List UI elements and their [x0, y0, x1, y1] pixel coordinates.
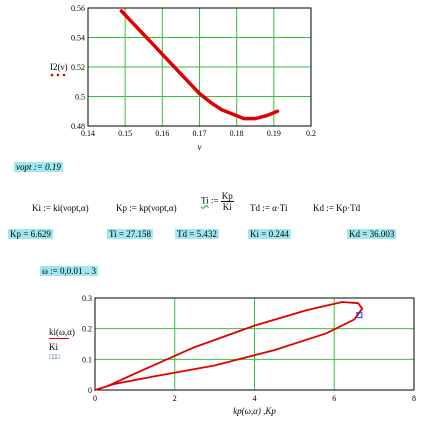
- y-tick-label: 0.5: [75, 93, 85, 102]
- kd-result-text: Kd = 36.003: [347, 229, 397, 239]
- td-definition[interactable]: Td := α·Ti: [250, 203, 287, 213]
- nuopt-text: νopt := 0.19: [14, 162, 63, 172]
- ki-def-text: Ki := ki(νopt,α): [32, 203, 89, 213]
- chart2-y-legend: ki(ω,α) Ki □□□: [49, 327, 75, 362]
- chart-ki-vs-kp: 0 2 4 6 8 0 0.1 0.2 0.3 kp(ω,α) ,Kp: [82, 294, 416, 416]
- ti-result-text: Ti = 27.158: [107, 229, 154, 239]
- chart-i2-vs-nu: 0.14 0.15 0.16 0.17 0.18 0.19 0.2 0.48 0.5 0.52 0.…: [50, 4, 316, 152]
- kd-def-text: Kd := Kp·Td: [313, 203, 361, 213]
- x-tick-label: 0.14: [81, 129, 95, 138]
- x-tick-label: 4: [253, 394, 257, 403]
- x-tick-label: 0.2: [306, 129, 316, 138]
- plot-frame: [94, 297, 415, 391]
- error-dot: [56, 73, 60, 77]
- kp-def-text: Kp := kp(νopt,α): [116, 203, 177, 213]
- ki-point-marker: [356, 312, 363, 319]
- ti-definition[interactable]: Ti := Kp Ki: [201, 191, 234, 212]
- kp-result-text: Kp = 6.629: [8, 229, 53, 239]
- ti-lhs: Ti: [201, 195, 209, 206]
- x-tick-label: 0.17: [193, 129, 207, 138]
- x-tick-label: 8: [412, 394, 416, 403]
- kp-definition[interactable]: Kp := kp(νopt,α): [116, 203, 177, 213]
- x-tick-label: 0.15: [118, 129, 132, 138]
- x-tick-label: 0.18: [230, 129, 244, 138]
- omega-range-definition[interactable]: ω := 0,0.01 .. 3: [40, 266, 98, 276]
- kd-definition[interactable]: Kd := Kp·Td: [313, 203, 360, 213]
- ki-result-text: Ki = 0.244: [248, 229, 291, 239]
- x-tick-label: 6: [332, 394, 336, 403]
- y-tick-label: 0.56: [71, 4, 85, 13]
- td-result-text: Td = 5.432: [175, 229, 219, 239]
- ki-value-label: Ki: [49, 342, 58, 352]
- ti-fraction: Kp Ki: [220, 191, 234, 212]
- x-axis-label: ν: [198, 142, 202, 152]
- y-tick-label: 0.2: [82, 325, 92, 334]
- td-def-text: Td := α·Ti: [250, 203, 288, 213]
- y-tick-label: 0.52: [71, 63, 85, 72]
- ki-function-line-swatch: [49, 338, 69, 339]
- td-result[interactable]: Td = 5.432: [175, 229, 219, 239]
- y-tick-label: 0.54: [71, 34, 85, 43]
- x-tick-label: 2: [173, 394, 177, 403]
- error-dot: [62, 73, 66, 77]
- x-axis-label: kp(ω,α) ,Kp: [233, 406, 276, 416]
- series-line: [119, 9, 280, 121]
- kp-result[interactable]: Kp = 6.629: [8, 229, 53, 239]
- ti-denominator: Ki: [222, 202, 232, 212]
- y-axis-label: I2(ν): [50, 62, 68, 72]
- y-tick-label: 0.1: [82, 355, 92, 364]
- x-tick-label: 0.16: [155, 129, 169, 138]
- ti-numerator: Kp: [220, 191, 234, 202]
- y-tick-label: 0.48: [71, 122, 85, 131]
- x-tick-label: 0.19: [267, 129, 281, 138]
- nuopt-definition[interactable]: νopt := 0.19: [14, 162, 63, 172]
- ki-marker-swatch: □□□: [49, 353, 60, 361]
- y-tick-label: 0.3: [82, 294, 92, 303]
- plot-frame: [87, 7, 312, 127]
- omega-range-text: ω := 0,0.01 .. 3: [40, 266, 98, 276]
- kd-result[interactable]: Kd = 36.003: [347, 229, 397, 239]
- ti-result[interactable]: Ti = 27.158: [107, 229, 154, 239]
- error-dot: [50, 73, 54, 77]
- ki-result[interactable]: Ki = 0.244: [248, 229, 291, 239]
- ki-definition[interactable]: Ki := ki(νopt,α): [32, 203, 89, 213]
- x-tick-label: 0: [93, 394, 97, 403]
- ki-function-label: ki(ω,α): [49, 327, 75, 337]
- ti-op: :=: [210, 195, 219, 206]
- y-tick-label: 0: [88, 386, 92, 395]
- series-line: [94, 301, 364, 391]
